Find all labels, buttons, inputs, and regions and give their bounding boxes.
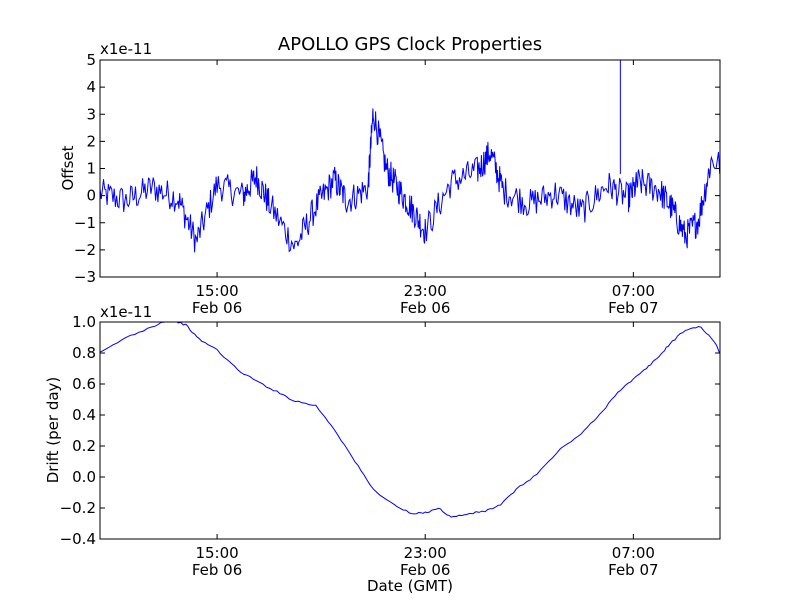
offset-xtick-date-label: Feb 06	[400, 299, 450, 317]
offset-ytick-label: 4	[86, 78, 96, 96]
offset-xtick-date-label: Feb 07	[608, 299, 658, 317]
drift-ytick-label: 0.6	[72, 375, 96, 393]
offset-xtick-time-label: 15:00	[195, 282, 238, 300]
drift-xtick-time-label: 07:00	[612, 544, 655, 562]
offset-y-axis-label: Offset	[59, 145, 77, 190]
offset-panel: APOLLO GPS Clock Properties x1e-11 Offse…	[59, 34, 721, 317]
drift-series-line	[100, 322, 720, 518]
drift-x-axis-label: Date (GMT)	[367, 577, 453, 595]
drift-ytick-label: −0.4	[60, 530, 96, 548]
drift-xtick-date-label: Feb 07	[608, 561, 658, 579]
offset-ytick-label: −3	[74, 268, 96, 286]
offset-ytick-label: 1	[86, 160, 96, 178]
drift-ytick-label: 1.0	[72, 313, 96, 331]
offset-ytick-label: 2	[86, 132, 96, 150]
offset-xtick-time-label: 07:00	[612, 282, 655, 300]
offset-ytick-label: 5	[86, 51, 96, 69]
drift-panel: x1e-11 Drift (per day) Date (GMT) −0.4 −0…	[44, 303, 721, 595]
drift-y-axis-label: Drift (per day)	[44, 377, 62, 484]
offset-ytick-label: 3	[86, 105, 96, 123]
drift-multiplier: x1e-11	[100, 303, 152, 321]
chart-title: APOLLO GPS Clock Properties	[278, 34, 542, 55]
offset-multiplier: x1e-11	[100, 40, 152, 58]
offset-plot-frame	[99, 59, 721, 278]
offset-xtick-date-label: Feb 06	[192, 299, 242, 317]
offset-ytick-label: −2	[74, 241, 96, 259]
offset-xtick-time-label: 23:00	[404, 282, 447, 300]
drift-ytick-label: −0.2	[60, 499, 96, 517]
drift-ytick-label: 0.2	[72, 437, 96, 455]
offset-ytick-label: 0	[86, 187, 96, 205]
offset-ytick-label: −1	[74, 214, 96, 232]
drift-ytick-label: 0.0	[72, 468, 96, 486]
drift-xtick-time-label: 23:00	[404, 544, 447, 562]
drift-ytick-label: 0.8	[72, 344, 96, 362]
drift-xtick-time-label: 15:00	[195, 544, 238, 562]
drift-ytick-label: 0.4	[72, 406, 96, 424]
drift-xtick-date-label: Feb 06	[192, 561, 242, 579]
drift-plot-frame	[99, 321, 721, 540]
offset-series-line	[100, 108, 720, 253]
drift-xtick-date-label: Feb 06	[400, 561, 450, 579]
